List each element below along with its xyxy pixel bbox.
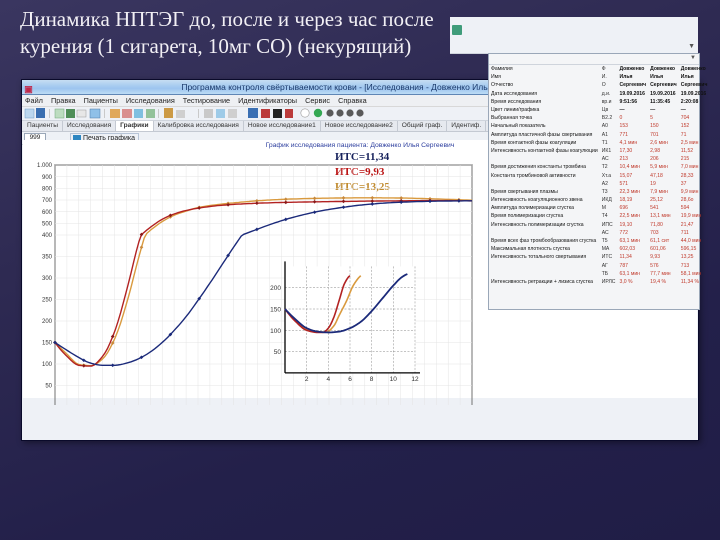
svg-text:500: 500 xyxy=(42,222,53,228)
svg-text:100: 100 xyxy=(42,362,53,368)
svg-text:300: 300 xyxy=(42,276,53,282)
svg-text:10: 10 xyxy=(390,376,398,383)
svg-text:900: 900 xyxy=(42,175,53,181)
svg-text:150: 150 xyxy=(270,307,281,314)
svg-text:1.000: 1.000 xyxy=(37,163,53,169)
svg-text:150: 150 xyxy=(42,341,53,347)
svg-text:100: 100 xyxy=(270,328,281,335)
svg-text:ИТС=9,93: ИТС=9,93 xyxy=(335,166,385,178)
svg-text:200: 200 xyxy=(42,319,53,325)
svg-text:4: 4 xyxy=(326,376,330,383)
svg-text:250: 250 xyxy=(42,298,53,304)
svg-text:200: 200 xyxy=(270,285,281,292)
svg-text:2: 2 xyxy=(305,376,309,383)
svg-text:ИТС=11,34: ИТС=11,34 xyxy=(335,151,390,163)
svg-text:800: 800 xyxy=(42,187,53,193)
svg-text:12: 12 xyxy=(411,376,419,383)
svg-text:700: 700 xyxy=(42,198,53,204)
svg-text:8: 8 xyxy=(370,376,374,383)
svg-text:400: 400 xyxy=(42,233,53,239)
svg-text:ИТС=13,25: ИТС=13,25 xyxy=(335,181,390,193)
svg-text:50: 50 xyxy=(274,349,282,356)
svg-text:6: 6 xyxy=(348,376,352,383)
svg-text:600: 600 xyxy=(42,210,53,216)
svg-text:350: 350 xyxy=(42,255,53,261)
svg-text:50: 50 xyxy=(45,384,52,390)
